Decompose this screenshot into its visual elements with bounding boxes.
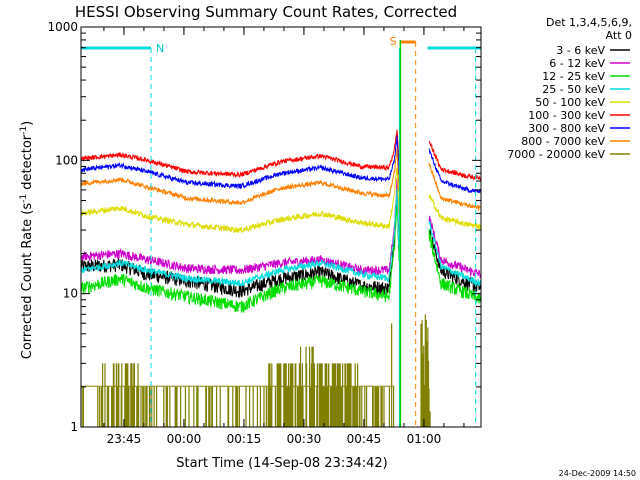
y-axis-label: Corrected Count Rate (s-1 detector-1): [19, 121, 35, 359]
series-7000-20000-kev: [80, 314, 431, 427]
x-tick-label: 00:45: [347, 432, 382, 446]
series-line-post-4: [428, 194, 482, 231]
saa-marker-label: S: [390, 35, 397, 48]
x-tick-label: 01:00: [407, 432, 442, 446]
legend-entry-label: 50 - 100 keV: [535, 96, 605, 109]
y-tick-label: 1000: [47, 20, 78, 34]
legend-entry-label: 7000 - 20000 keV: [507, 148, 605, 161]
series-line-7: [80, 147, 400, 206]
series-line-post-2: [428, 228, 482, 304]
series-line-0: [80, 185, 400, 299]
x-axis: 23:45 00:00 00:15 00:30 00:45 01:00: [103, 27, 465, 446]
legend-entry-label: 6 - 12 keV: [549, 57, 605, 70]
legend-header-1: Att 0: [606, 29, 632, 42]
chart-title: HESSI Observing Summary Count Rates, Cor…: [75, 3, 457, 21]
x-tick-label: 00:15: [227, 432, 262, 446]
series-line-post-1: [428, 215, 482, 278]
plot-frame: [80, 26, 482, 428]
x-tick-label: 00:30: [287, 432, 322, 446]
series-line-post-7: [428, 162, 482, 212]
data-traces: [80, 129, 482, 427]
x-tick-label: 23:45: [107, 432, 142, 446]
legend-entry-label: 12 - 25 keV: [542, 70, 605, 83]
x-axis-label: Start Time (14-Sep-08 23:34:42): [176, 456, 387, 471]
y-axis: 1 10 100 1000: [47, 20, 481, 434]
series-line-4: [80, 167, 400, 234]
footer-date: 24-Dec-2009 14:50: [559, 469, 636, 478]
series-line-2: [80, 196, 400, 314]
y-tick-label: 10: [63, 287, 78, 301]
x-tick-label: 00:00: [167, 432, 202, 446]
night-marker-label: N: [156, 42, 164, 55]
y-tick-label: 100: [55, 153, 78, 167]
series-line-post-6: [428, 148, 482, 195]
legend-entry-label: 100 - 300 keV: [528, 109, 605, 122]
legend-header-0: Det 1,3,4,5,6,9,: [546, 16, 632, 29]
legend-entry-label: 800 - 7000 keV: [521, 135, 605, 148]
series-line-1: [80, 178, 400, 276]
series-line-6: [80, 135, 400, 190]
legend-entry-label: 3 - 6 keV: [556, 44, 605, 57]
series-line-post-3: [428, 221, 482, 287]
series-line-post-5: [428, 140, 482, 182]
series-line-5: [80, 129, 400, 179]
series-line-3: [80, 188, 400, 287]
y-tick-label: 1: [70, 420, 78, 434]
legend-entry-label: 25 - 50 keV: [542, 83, 605, 96]
legend-entry-label: 300 - 800 keV: [528, 122, 605, 135]
observing-overlay: NS: [81, 35, 481, 427]
